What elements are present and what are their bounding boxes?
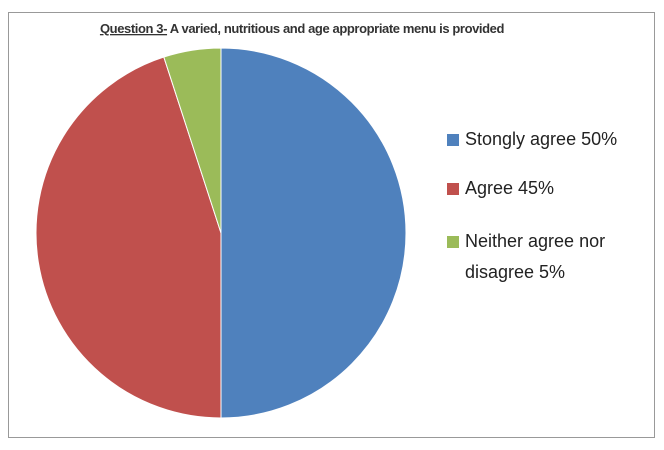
legend-item: Agree 45% xyxy=(447,173,647,204)
legend-label: Stongly agree 50% xyxy=(465,129,618,149)
legend-item: Neither agree nor disagree 5% xyxy=(447,226,647,288)
legend-swatch xyxy=(447,236,459,248)
legend-swatch xyxy=(447,183,459,195)
legend-swatch xyxy=(447,134,459,146)
pie-slice xyxy=(35,56,222,419)
legend-label: Agree 45% xyxy=(465,178,555,198)
title-part: A varied, nutritious and age appropriate… xyxy=(167,21,504,36)
legend: Stongly agree 50% Agree 45% Neither agree … xyxy=(447,124,647,288)
legend-label: Neither agree nor disagree 5% xyxy=(465,231,606,282)
pie-slice xyxy=(220,47,407,419)
title-part: Question 3- xyxy=(100,21,167,36)
legend-item: Stongly agree 50% xyxy=(447,124,647,155)
chart-title: Question 3- A varied, nutritious and age… xyxy=(100,21,505,36)
pie-slice xyxy=(163,47,222,234)
